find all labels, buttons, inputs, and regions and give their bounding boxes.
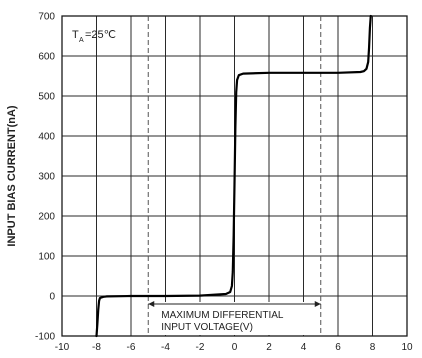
x-tick-label: -8 bbox=[92, 342, 101, 353]
y-tick-label: 0 bbox=[49, 292, 55, 303]
x-tick-label: -2 bbox=[196, 342, 205, 353]
x-tick-label: -10 bbox=[55, 342, 70, 353]
y-axis-label: INPUT BIAS CURRENT(nA) bbox=[6, 105, 18, 246]
condition-subscript: A bbox=[79, 37, 84, 44]
y-tick-label: 500 bbox=[38, 92, 55, 103]
annotation-background bbox=[149, 302, 320, 335]
condition-symbol: T bbox=[72, 29, 79, 41]
plot-frame bbox=[61, 15, 408, 337]
y-tick-label: 200 bbox=[38, 212, 55, 223]
x-tick-label: 2 bbox=[266, 342, 272, 353]
x-tick-label: 6 bbox=[335, 342, 341, 353]
series-layer bbox=[95, 14, 372, 338]
labels: T A =25℃ INPUT BIAS CURRENT(nA) bbox=[6, 29, 116, 247]
series-line bbox=[95, 14, 372, 338]
condition-value: =25℃ bbox=[85, 29, 116, 41]
tick-labels: -10 -8 -6 -4 -2 0 2 4 6 8 10 700 600 500 400 300 200 100 0… bbox=[35, 12, 413, 354]
annotation-text-line: MAXIMUM DIFFERENTIAL bbox=[161, 310, 284, 321]
y-tick-label: 600 bbox=[38, 52, 55, 63]
y-tick-label: 100 bbox=[38, 252, 55, 263]
reference-lines bbox=[147, 16, 322, 336]
x-tick-label: -6 bbox=[127, 342, 136, 353]
y-tick-label: -100 bbox=[35, 332, 55, 343]
annotation-arrowhead-right bbox=[314, 301, 321, 307]
x-tick-label: 0 bbox=[232, 342, 238, 353]
x-tick-label: -4 bbox=[161, 342, 170, 353]
y-tick-label: 300 bbox=[38, 172, 55, 183]
y-tick-label: 400 bbox=[38, 132, 55, 143]
x-tick-label: 8 bbox=[370, 342, 376, 353]
annotation-text-line: INPUT VOLTAGE(V) bbox=[161, 322, 253, 333]
y-tick-label: 700 bbox=[38, 12, 55, 23]
x-tick-label: 10 bbox=[401, 342, 413, 353]
x-tick-label: 4 bbox=[301, 342, 307, 353]
annotation-arrowhead-left bbox=[148, 301, 155, 307]
grid bbox=[61, 15, 408, 337]
